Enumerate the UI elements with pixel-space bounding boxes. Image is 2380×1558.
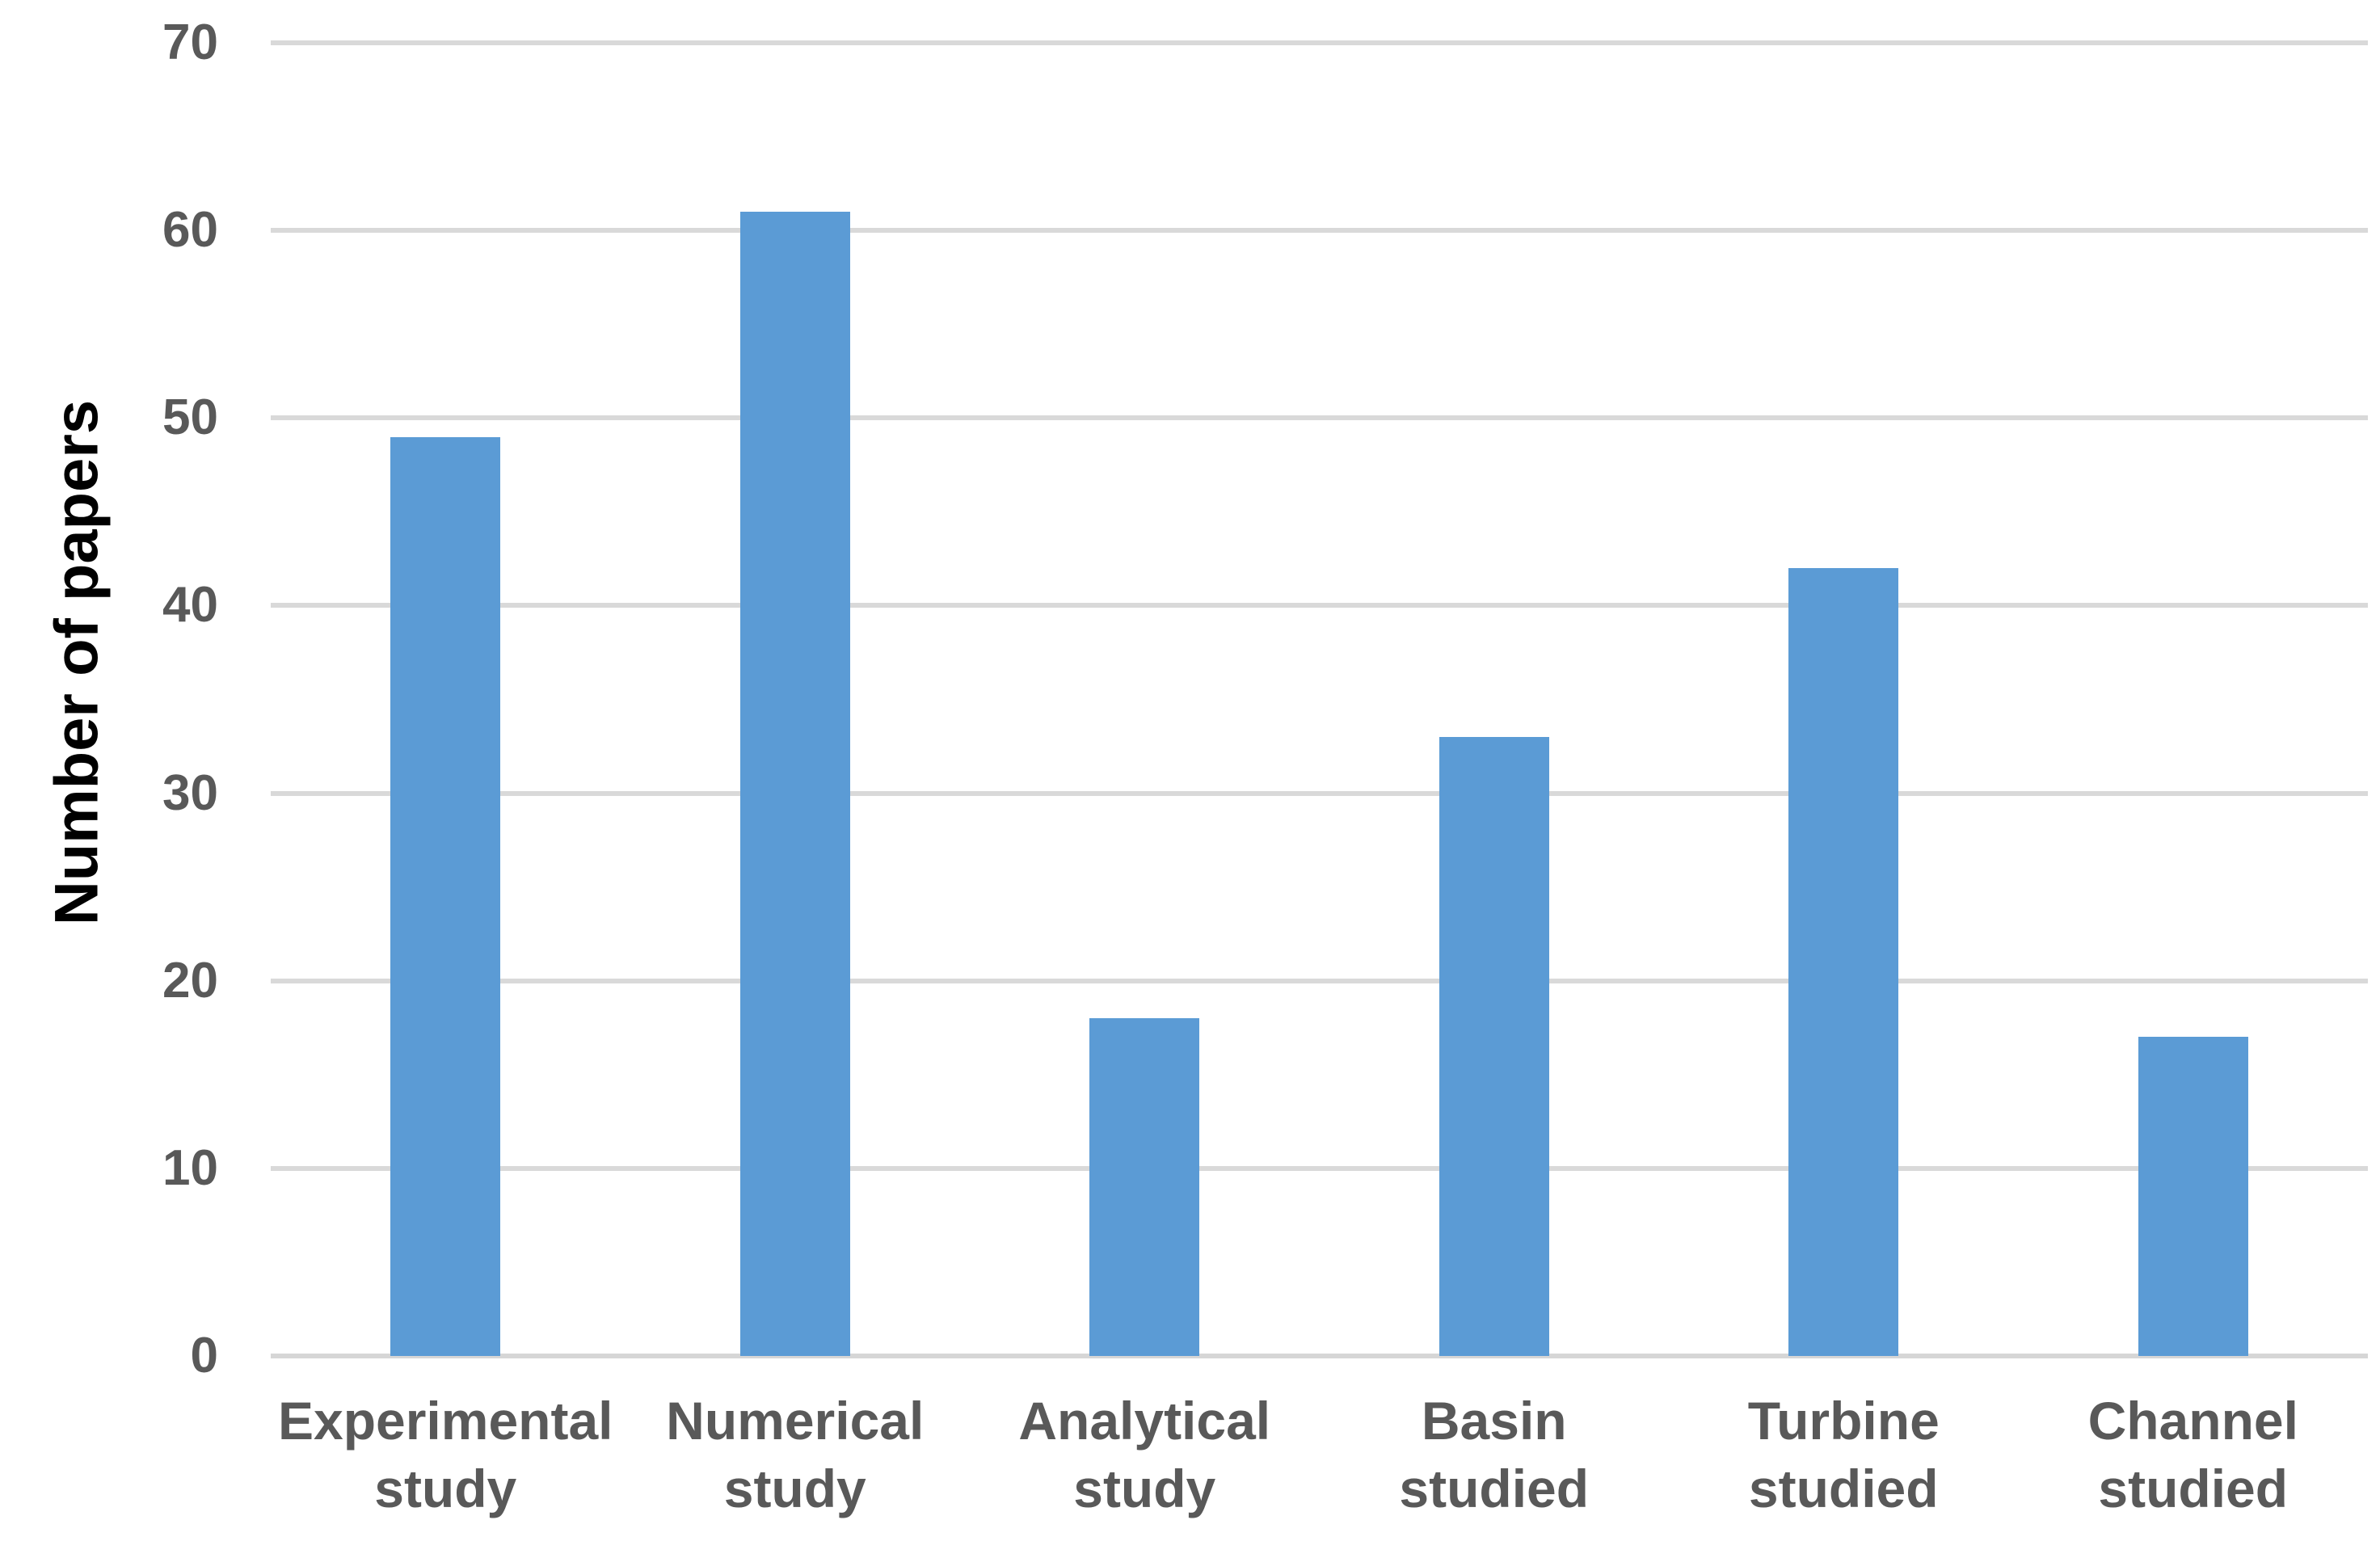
gridline — [271, 978, 2368, 983]
y-tick-label: 10 — [162, 1139, 218, 1196]
y-tick-label: 0 — [190, 1328, 218, 1383]
bar-slot — [621, 43, 971, 1356]
gridline — [271, 415, 2368, 421]
x-axis-category-label: Channel studied — [2019, 1387, 2369, 1522]
y-tick-label: 60 — [162, 202, 218, 259]
plot-area — [271, 40, 2368, 1358]
y-tick-label: 30 — [162, 764, 218, 821]
bar — [1439, 736, 1549, 1356]
bar — [390, 436, 501, 1356]
bar — [1788, 568, 1899, 1356]
gridline — [271, 603, 2368, 608]
gridline — [271, 228, 2368, 234]
x-axis-category-label-line: study — [1073, 1459, 1216, 1518]
x-axis-category-label: Analytical study — [970, 1387, 1320, 1522]
x-axis-line — [271, 1354, 2368, 1358]
x-axis-category-label-line: studied — [2098, 1459, 2289, 1518]
x-axis-category-label: Turbine studied — [1669, 1387, 2019, 1522]
gridline — [271, 40, 2368, 45]
x-axis-labels: Experimental study Numerical study Analytica… — [271, 1387, 2368, 1522]
x-axis-category-label-line: Turbine — [1747, 1391, 1940, 1451]
bar-slot — [271, 43, 621, 1356]
x-axis-category-label-line: Analytical — [1018, 1391, 1271, 1451]
gridline — [271, 1165, 2368, 1171]
x-axis-category-label-line: study — [374, 1459, 517, 1518]
bar — [2138, 1037, 2248, 1356]
y-tick-label: 70 — [162, 15, 218, 70]
y-axis-ticks: 0 10 20 30 40 50 60 70 — [0, 0, 218, 1558]
y-tick-label: 50 — [162, 390, 218, 446]
bar-slot — [1320, 43, 1670, 1356]
gridline — [271, 790, 2368, 796]
bar — [1089, 1018, 1200, 1356]
bar-series — [271, 43, 2368, 1356]
x-axis-category-label: Basin studied — [1320, 1387, 1670, 1522]
x-axis-category-label-line: studied — [1399, 1459, 1590, 1518]
x-axis-category-label: Experimental study — [271, 1387, 621, 1522]
y-tick-label: 20 — [162, 952, 218, 1008]
y-tick-label: 40 — [162, 577, 218, 634]
x-axis-category-label-line: Channel — [2087, 1391, 2298, 1451]
bar-slot — [2019, 43, 2369, 1356]
x-axis-category-label-line: Experimental — [278, 1391, 613, 1451]
bar-slot — [1669, 43, 2019, 1356]
x-axis-category-label-line: studied — [1748, 1459, 1939, 1518]
x-axis-category-label-line: Numerical — [666, 1391, 925, 1451]
x-axis-category-label-line: Basin — [1421, 1391, 1567, 1451]
bar-slot — [970, 43, 1320, 1356]
x-axis-category-label-line: study — [723, 1459, 866, 1518]
bar — [739, 211, 850, 1356]
x-axis-category-label: Numerical study — [621, 1387, 971, 1522]
